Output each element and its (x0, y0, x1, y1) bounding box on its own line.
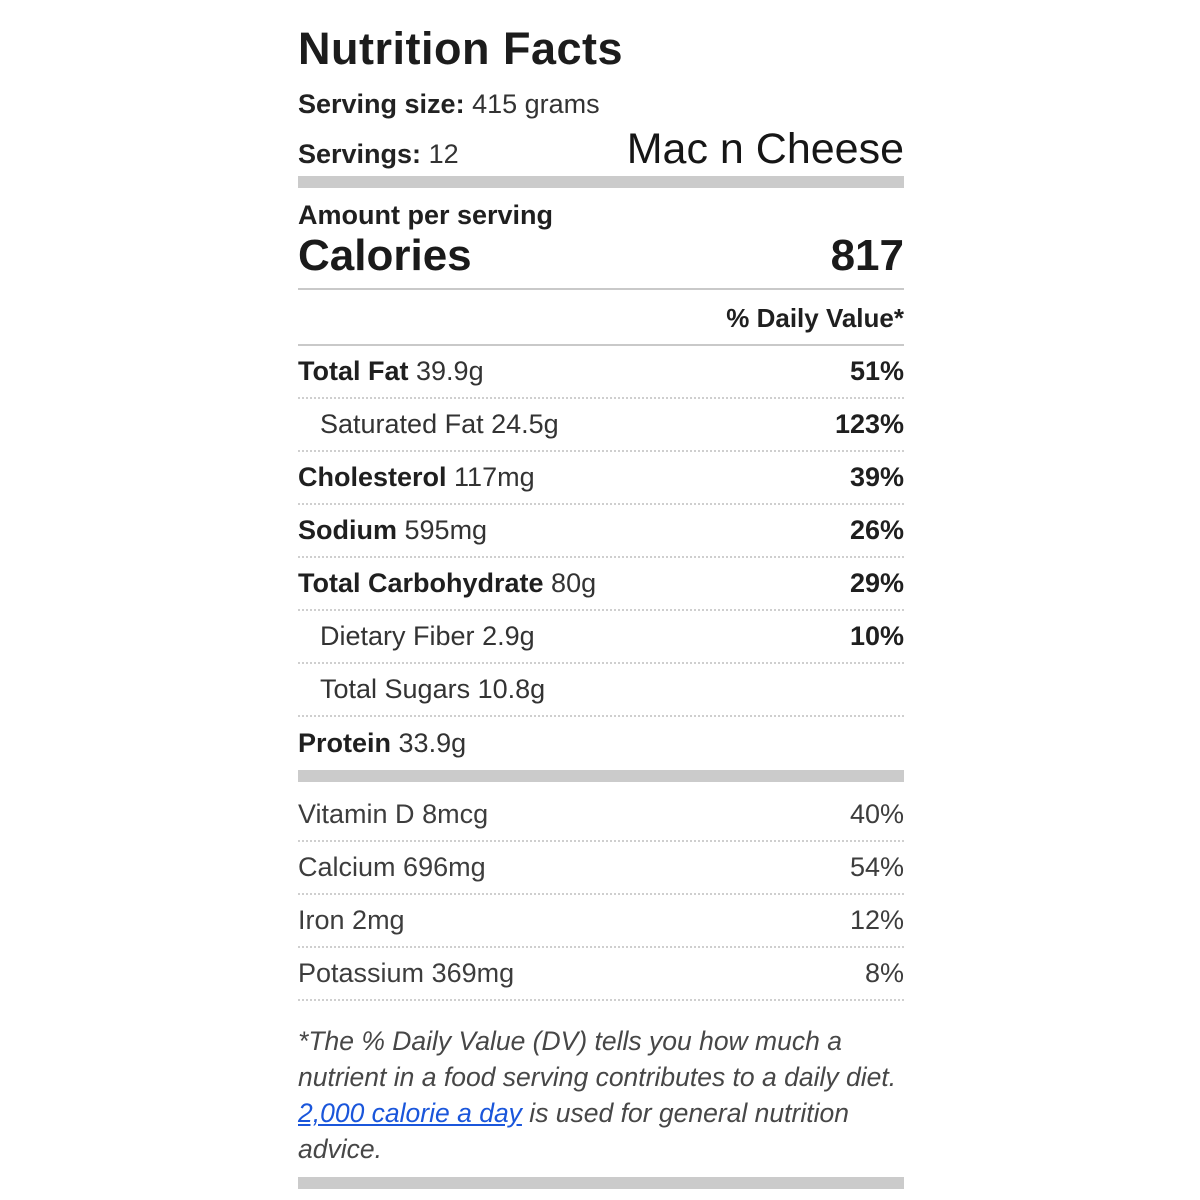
divider-bar-top (298, 176, 904, 188)
amount-per-serving-label: Amount per serving (298, 200, 554, 230)
vitamin-name: Calcium (298, 852, 396, 882)
servings-label: Servings: (298, 139, 422, 169)
vitamin-dv: 54% (849, 852, 904, 882)
nutrient-dv: 51% (849, 356, 904, 386)
vitamin-row-potassium: Potassium 369mg 8% (298, 948, 904, 1001)
vitamin-row-iron: Iron 2mg 12% (298, 895, 904, 948)
vitamin-name: Vitamin D (298, 799, 415, 829)
nutrient-row-cholesterol: Cholesterol 117mg 39% (298, 452, 904, 505)
nutrient-row-total-sugars: Total Sugars 10.8g (298, 664, 904, 717)
vitamin-amount: 369mg (431, 958, 515, 988)
servings-value: 12 (428, 139, 459, 169)
divider-bar-bottom (298, 1177, 904, 1189)
nutrient-dv: 10% (849, 621, 904, 651)
serving-size-value: 415 grams (472, 89, 600, 119)
vitamin-row-calcium: Calcium 696mg 54% (298, 842, 904, 895)
nutrient-name: Protein (298, 728, 392, 758)
vitamin-dv: 12% (849, 905, 904, 935)
vitamin-amount: 8mcg (422, 799, 489, 829)
nutrient-amount: 10.8g (477, 674, 546, 704)
servings-row: Servings: 12 Mac n Cheese (298, 126, 904, 172)
nutrient-amount: 117mg (454, 462, 535, 492)
calories-value: 817 (830, 231, 904, 280)
nutrient-name: Total Sugars (320, 674, 471, 704)
nutrient-name: Total Carbohydrate (298, 568, 544, 598)
vitamin-amount: 2mg (352, 905, 405, 935)
footnote-text-before: *The % Daily Value (DV) tells you how mu… (298, 1026, 897, 1092)
divider-bar-middle (298, 770, 904, 782)
vitamin-row-vitamin-d: Vitamin D 8mcg 40% (298, 789, 904, 842)
nutrient-amount: 2.9g (482, 621, 535, 651)
nutrient-row-dietary-fiber: Dietary Fiber 2.9g 10% (298, 611, 904, 664)
nutrient-amount: 33.9g (398, 728, 467, 758)
nutrient-amount: 595mg (404, 515, 488, 545)
vitamin-name: Potassium (298, 958, 425, 988)
vitamin-dv: 40% (849, 799, 904, 829)
servings-line: Servings: 12 (298, 138, 459, 170)
nutrient-name: Cholesterol (298, 462, 447, 492)
nutrient-row-protein: Protein 33.9g (298, 717, 904, 770)
vitamin-amount: 696mg (403, 852, 486, 882)
nutrient-row-saturated-fat: Saturated Fat 24.5g 123% (298, 399, 904, 452)
nutrient-dv: 26% (849, 515, 904, 545)
daily-value-footnote: *The % Daily Value (DV) tells you how mu… (298, 1023, 904, 1167)
nutrient-dv: 123% (834, 409, 904, 439)
nutrient-name: Sodium (298, 515, 397, 545)
vitamin-name: Iron (298, 905, 345, 935)
nutrient-dv: 39% (849, 462, 904, 492)
calories-row: Calories 817 (298, 232, 904, 290)
nutrition-facts-title: Nutrition Facts (298, 23, 624, 74)
serving-size-label: Serving size: (298, 89, 465, 119)
calories-label: Calories (298, 231, 472, 280)
nutrient-amount: 39.9g (416, 356, 484, 386)
nutrient-row-total-fat: Total Fat 39.9g 51% (298, 346, 904, 399)
nutrient-name: Saturated Fat (320, 409, 484, 439)
nutrient-name: Total Fat (298, 356, 409, 386)
nutrient-row-total-carbohydrate: Total Carbohydrate 80g 29% (298, 558, 904, 611)
nutrient-name: Dietary Fiber (320, 621, 475, 651)
nutrition-facts-label: Nutrition Facts Serving size: 415 grams … (298, 0, 904, 1189)
nutrient-dv: 29% (849, 568, 904, 598)
nutrient-amount: 24.5g (491, 409, 559, 439)
recipe-name: Mac n Cheese (626, 125, 904, 173)
daily-value-header: % Daily Value* (298, 290, 904, 346)
calorie-reference-link[interactable]: 2,000 calorie a day (298, 1098, 522, 1128)
nutrient-amount: 80g (551, 568, 597, 598)
serving-size-line: Serving size: 415 grams (298, 88, 904, 120)
nutrient-row-sodium: Sodium 595mg 26% (298, 505, 904, 558)
vitamin-dv: 8% (864, 958, 904, 988)
footnote-text-after: is used for general nutrition advice. (298, 1098, 849, 1164)
